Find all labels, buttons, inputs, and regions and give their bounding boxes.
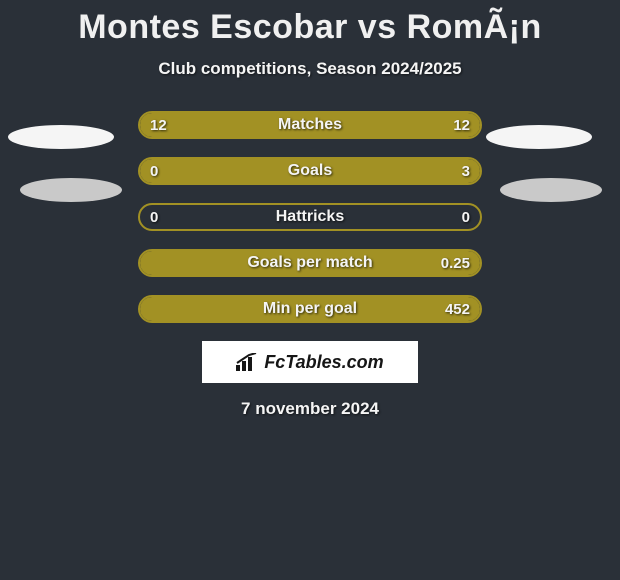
bar-row: Goals per match0.25 bbox=[138, 249, 482, 277]
bar-value-right: 0.25 bbox=[441, 249, 470, 277]
bar-value-right: 452 bbox=[445, 295, 470, 323]
bar-outline bbox=[138, 295, 482, 323]
bar-outline bbox=[138, 249, 482, 277]
credit-text: FcTables.com bbox=[264, 352, 383, 373]
bar-row: Min per goal452 bbox=[138, 295, 482, 323]
bar-outline bbox=[138, 157, 482, 185]
chart-icon bbox=[236, 353, 258, 371]
bar-outline bbox=[138, 203, 482, 231]
bar-value-right: 12 bbox=[453, 111, 470, 139]
bar-right-fill bbox=[140, 251, 480, 275]
date-text: 7 november 2024 bbox=[0, 399, 620, 419]
page-title: Montes Escobar vs RomÃ¡n bbox=[0, 0, 620, 47]
bar-row: Matches1212 bbox=[138, 111, 482, 139]
right-ellipse-2 bbox=[500, 178, 602, 202]
bar-outline bbox=[138, 111, 482, 139]
bar-value-right: 0 bbox=[462, 203, 470, 231]
comparison-chart: Matches1212Goals03Hattricks00Goals per m… bbox=[0, 111, 620, 419]
left-ellipse-2 bbox=[20, 178, 122, 202]
bar-value-right: 3 bbox=[462, 157, 470, 185]
bar-value-left: 0 bbox=[150, 157, 158, 185]
bar-right-fill bbox=[140, 297, 480, 321]
credit-box: FcTables.com bbox=[202, 341, 418, 383]
right-ellipse-1 bbox=[486, 125, 592, 149]
bar-row: Goals03 bbox=[138, 157, 482, 185]
bar-value-left: 12 bbox=[150, 111, 167, 139]
bar-value-left: 0 bbox=[150, 203, 158, 231]
left-ellipse-1 bbox=[8, 125, 114, 149]
subtitle: Club competitions, Season 2024/2025 bbox=[0, 59, 620, 79]
bar-right-fill bbox=[201, 159, 480, 183]
bar-row: Hattricks00 bbox=[138, 203, 482, 231]
